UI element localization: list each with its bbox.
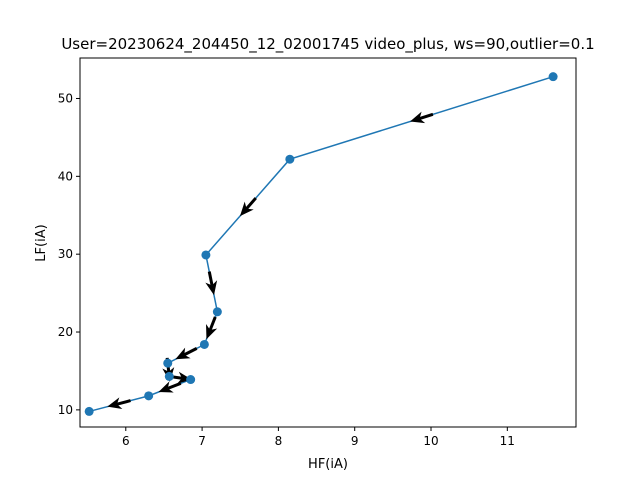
direction-arrow bbox=[205, 271, 218, 296]
direction-arrow bbox=[206, 316, 218, 340]
y-tick-label: 20 bbox=[58, 325, 73, 339]
x-tick-label: 9 bbox=[351, 434, 359, 448]
direction-arrow bbox=[410, 111, 434, 124]
data-point bbox=[164, 371, 174, 381]
x-tick-label: 8 bbox=[275, 434, 283, 448]
plot-frame bbox=[79, 57, 577, 428]
y-tick-label: 10 bbox=[58, 403, 73, 417]
x-axis-label: HF(iA) bbox=[308, 457, 348, 472]
y-axis-label: LF(iA) bbox=[34, 224, 49, 261]
data-point bbox=[186, 375, 196, 385]
data-point bbox=[212, 307, 222, 317]
series-layer bbox=[84, 72, 558, 416]
data-point bbox=[144, 391, 154, 401]
data-point bbox=[199, 339, 209, 349]
direction-arrow bbox=[175, 347, 198, 360]
direction-arrow bbox=[158, 381, 182, 393]
data-point bbox=[163, 358, 173, 368]
direction-arrow bbox=[239, 197, 257, 217]
x-axis: 6 7 8 9 10 11 bbox=[122, 427, 515, 448]
data-point bbox=[201, 250, 211, 260]
y-tick-label: 40 bbox=[58, 169, 73, 183]
y-axis: 10 20 30 40 50 bbox=[58, 91, 80, 417]
x-tick-label: 6 bbox=[122, 434, 130, 448]
data-point bbox=[84, 406, 94, 416]
series-line bbox=[88, 75, 554, 413]
direction-arrow bbox=[107, 397, 131, 409]
x-tick-label: 11 bbox=[500, 434, 515, 448]
x-tick-label: 7 bbox=[198, 434, 206, 448]
data-point bbox=[285, 154, 295, 164]
y-tick-label: 50 bbox=[58, 91, 73, 105]
x-tick-label: 10 bbox=[423, 434, 438, 448]
data-point bbox=[548, 72, 558, 82]
chart-title: User=20230624_204450_12_02001745 video_p… bbox=[61, 35, 594, 54]
y-tick-label: 30 bbox=[58, 247, 73, 261]
